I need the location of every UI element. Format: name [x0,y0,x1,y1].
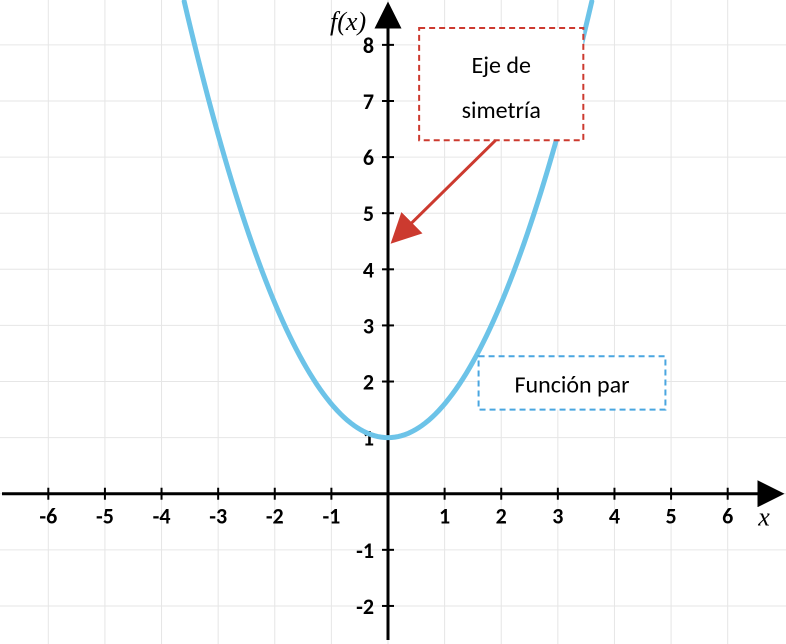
x-tick-label: -5 [96,503,114,530]
y-tick-label: -1 [356,537,374,564]
chart-svg: -6-5-4-3-2-1123456-2-112345678xf(x)Eje d… [0,0,786,644]
even-fn-annotation-text: Función par [514,371,629,400]
x-tick-label: 1 [439,503,450,530]
chart-container: -6-5-4-3-2-1123456-2-112345678xf(x)Eje d… [0,0,786,644]
y-tick-label: 5 [363,200,374,227]
symmetry-annotation-line2: simetría [462,96,541,125]
x-tick-label: 6 [722,503,733,530]
x-axis-title: x [757,503,770,532]
x-tick-label: -1 [322,503,340,530]
y-tick-label: 6 [363,144,374,171]
y-tick-label: 3 [363,312,374,339]
x-tick-label: -4 [153,503,171,530]
symmetry-annotation-line1: Eje de [472,51,531,80]
x-tick-label: 4 [609,503,620,530]
y-tick-label: 4 [363,256,374,283]
y-axis-title: f(x) [330,7,366,36]
y-tick-label: 2 [363,369,374,396]
y-tick-label: 7 [363,88,374,115]
x-tick-label: -6 [39,503,57,530]
x-tick-label: -3 [209,503,227,530]
x-tick-label: -2 [266,503,284,530]
y-tick-label: -2 [356,593,374,620]
x-tick-label: 5 [665,503,676,530]
y-tick-label: 1 [363,425,374,452]
x-tick-label: 2 [496,503,507,530]
x-tick-label: 3 [552,503,563,530]
plot-bg [0,0,786,644]
